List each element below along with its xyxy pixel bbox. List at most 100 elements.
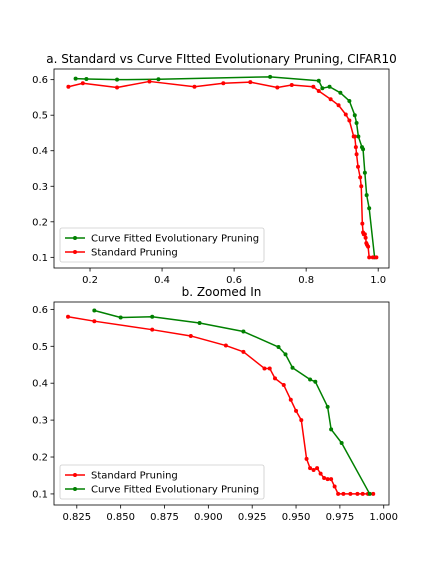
data-point — [360, 221, 365, 226]
data-point — [267, 366, 272, 371]
data-point — [241, 349, 246, 354]
data-point — [315, 466, 320, 471]
y-tick-label: 0.6 — [32, 75, 48, 86]
x-tick-label: 0.6 — [226, 275, 242, 286]
y-tick-label: 0.4 — [32, 379, 48, 390]
legend-box — [59, 227, 265, 263]
data-point — [338, 90, 343, 95]
data-point — [353, 145, 358, 150]
legend-swatch-marker — [73, 250, 77, 254]
data-point — [272, 376, 277, 381]
data-point — [115, 77, 120, 82]
data-point — [356, 134, 361, 139]
data-point — [316, 78, 321, 83]
legend-swatch-marker — [73, 487, 77, 491]
legend-swatch-marker — [73, 236, 77, 240]
data-point — [341, 491, 346, 496]
data-point — [364, 193, 369, 198]
data-point — [356, 164, 361, 169]
data-point — [339, 440, 344, 445]
data-point — [352, 113, 357, 118]
y-tick-label: 0.1 — [32, 253, 48, 264]
data-point — [347, 98, 352, 103]
data-point — [371, 491, 376, 496]
data-point — [329, 477, 334, 482]
data-point — [336, 103, 341, 108]
x-tick-label: 0.875 — [150, 512, 179, 523]
data-point — [147, 79, 152, 84]
chart-standard-vs-curve-fitted: a. Standard vs Curve FItted Evolutionary… — [32, 52, 397, 286]
legend-item-curve-fitted-evolutionary-pruning: Curve Fitted Evolutionary Pruning — [65, 234, 259, 245]
plot-frame — [53, 301, 390, 506]
data-point — [66, 314, 71, 319]
x-tick-label: 0.4 — [154, 275, 170, 286]
series-line-curve-fitted-evolutionary-pruning — [94, 309, 371, 495]
x-tick-label: 0.850 — [106, 512, 135, 523]
y-tick-label: 0.3 — [32, 182, 48, 193]
data-point — [316, 89, 321, 94]
data-point — [313, 379, 318, 384]
data-point — [332, 484, 337, 489]
data-point — [241, 329, 246, 334]
x-tick-label: 0.825 — [62, 512, 91, 523]
data-point — [366, 244, 371, 249]
x-tick-label: 1.000 — [369, 512, 398, 523]
series-curve-fitted-evolutionary-pruning — [92, 308, 372, 496]
data-point — [343, 112, 348, 117]
chart-title: a. Standard vs Curve FItted Evolutionary… — [46, 52, 396, 66]
data-point — [325, 404, 330, 409]
legend-label: Standard Pruning — [91, 248, 178, 259]
data-point — [325, 477, 330, 482]
data-point — [374, 255, 379, 260]
data-point — [327, 84, 332, 89]
legend-item-standard-pruning: Standard Pruning — [65, 248, 178, 259]
data-point — [84, 76, 89, 81]
legend-item-standard-pruning: Standard Pruning — [65, 471, 178, 482]
data-point — [308, 377, 313, 382]
series-standard-pruning — [66, 314, 376, 496]
data-point — [192, 84, 197, 89]
data-point — [322, 476, 327, 481]
data-point — [150, 327, 155, 332]
data-point — [367, 255, 372, 260]
data-point — [276, 345, 281, 350]
y-tick-label: 0.5 — [32, 342, 48, 353]
x-tick-label: 0.975 — [326, 512, 355, 523]
data-point — [308, 466, 313, 471]
data-point — [275, 85, 280, 90]
data-point — [362, 232, 367, 237]
data-point — [348, 491, 353, 496]
data-point — [329, 427, 334, 432]
data-point — [66, 84, 71, 89]
data-point — [311, 467, 316, 472]
plot-frame — [53, 68, 390, 269]
data-point — [80, 81, 85, 86]
legend-label: Standard Pruning — [91, 471, 178, 482]
data-point — [320, 86, 325, 91]
data-point — [299, 418, 304, 423]
data-point — [268, 74, 273, 79]
data-point — [370, 255, 375, 260]
x-tick-label: 0.950 — [282, 512, 311, 523]
data-point — [223, 343, 228, 348]
data-point — [262, 366, 267, 371]
data-point — [328, 97, 333, 102]
data-point — [197, 321, 202, 326]
y-tick-label: 0.1 — [32, 489, 48, 500]
y-tick-label: 0.6 — [32, 305, 48, 316]
data-point — [347, 118, 352, 123]
x-tick-label: 0.900 — [194, 512, 223, 523]
data-point — [92, 319, 97, 324]
data-point — [290, 365, 295, 370]
data-point — [352, 134, 357, 139]
data-point — [156, 77, 161, 82]
data-point — [359, 184, 364, 189]
data-point — [367, 206, 372, 211]
data-point — [318, 471, 323, 476]
legend-item-curve-fitted-evolutionary-pruning: Curve Fitted Evolutionary Pruning — [65, 485, 259, 496]
data-point — [188, 333, 193, 338]
data-point — [304, 456, 309, 461]
y-tick-label: 0.5 — [32, 111, 48, 122]
x-tick-label: 0.2 — [82, 275, 98, 286]
